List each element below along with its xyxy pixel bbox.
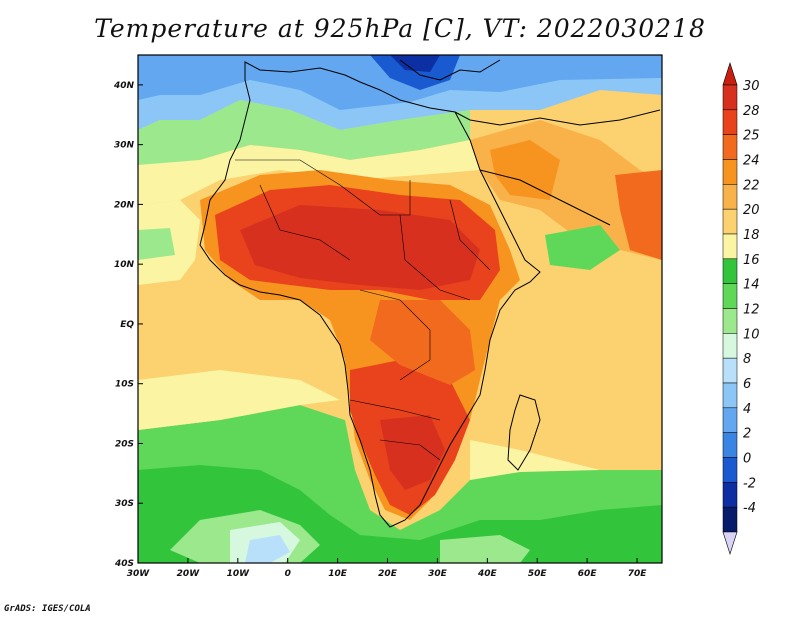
colorbar-segment <box>722 184 738 210</box>
colorbar-label: 22 <box>743 178 760 193</box>
colorbar-segment <box>722 482 738 508</box>
colorbar-segment <box>722 432 738 458</box>
colorbar-top-arrow <box>722 62 738 86</box>
plot-frame <box>137 54 663 564</box>
colorbar-segment <box>722 333 738 359</box>
colorbar-label: 4 <box>743 402 751 417</box>
colorbar-segment <box>722 308 738 334</box>
temperature-field <box>138 55 662 563</box>
colorbar-label: -4 <box>743 501 756 516</box>
colorbar-segment <box>722 407 738 433</box>
x-tick-label: 20E <box>378 569 398 579</box>
y-tick-label: 40N <box>113 81 135 91</box>
colorbar-bottom-arrow <box>722 531 738 555</box>
colorbar-label: 24 <box>743 154 760 169</box>
colorbar-segment <box>722 283 738 309</box>
colorbar-segment <box>722 109 738 135</box>
colorbar-label: 10 <box>743 327 760 342</box>
colorbar-segment <box>722 134 738 160</box>
y-tick-label: 20S <box>115 439 134 449</box>
coastlines <box>199 59 661 528</box>
colorbar-segment <box>722 258 738 284</box>
x-axis: 30W 20W 10W 0 10E 20E 30E 40E 50E 60E 70E <box>127 558 647 579</box>
y-tick-label: EQ <box>120 320 134 330</box>
colorbar-segment <box>722 233 738 260</box>
colorbar-segment <box>722 208 738 235</box>
colorbar-label: 30 <box>743 79 760 94</box>
colorbar-label: 28 <box>743 104 760 119</box>
y-tick-label: 10S <box>115 380 134 390</box>
y-tick-label: 10N <box>114 260 135 270</box>
x-tick-label: 30E <box>428 569 448 579</box>
x-tick-label: 70E <box>628 569 648 579</box>
x-tick-label: 0 <box>285 569 291 579</box>
x-tick-label: 60E <box>578 569 598 579</box>
colorbar-label: 2 <box>743 427 751 442</box>
colorbar-label: 0 <box>743 452 751 467</box>
colorbar-segment <box>722 357 738 384</box>
colorbar-segment <box>722 84 738 111</box>
colorbar-label: 14 <box>743 278 760 293</box>
map-title: Temperature at 925hPa [C], VT: 202203021… <box>94 14 706 43</box>
credit-label: GrADS: IGES/COLA <box>4 604 91 614</box>
x-tick-label: 10W <box>227 569 251 579</box>
colorbar-label: 16 <box>743 253 760 268</box>
country-borders <box>235 159 491 461</box>
colorbar-label: 18 <box>743 228 760 243</box>
x-tick-label: 10E <box>328 569 348 579</box>
x-tick-label: 20W <box>177 569 201 579</box>
colorbar-label: -2 <box>743 476 756 491</box>
x-tick-label: 30W <box>127 569 151 579</box>
y-tick-label: 40S <box>114 559 134 569</box>
colorbar-label: 6 <box>743 377 751 392</box>
y-tick-label: 30S <box>115 499 134 509</box>
colorbar-label: 20 <box>743 203 760 218</box>
y-tick-label: 20N <box>114 200 135 210</box>
colorbar-label: 8 <box>743 352 751 367</box>
y-axis: 40N 30N 20N 10N EQ 10S 20S 30S 40S <box>113 81 143 569</box>
colorbar-segment <box>722 159 738 185</box>
x-tick-label: 50E <box>528 569 548 579</box>
y-tick-label: 30N <box>114 141 135 151</box>
colorbar-segment <box>722 382 738 409</box>
x-tick-label: 40E <box>477 569 498 579</box>
colorbar-label: 25 <box>743 129 760 144</box>
colorbar-segment <box>722 506 738 533</box>
colorbar-label: 12 <box>743 303 760 318</box>
colorbar-segment <box>722 457 738 483</box>
